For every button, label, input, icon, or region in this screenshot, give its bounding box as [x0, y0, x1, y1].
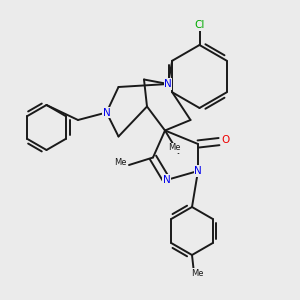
Text: N: N: [164, 79, 172, 89]
Text: Cl: Cl: [194, 20, 205, 31]
Text: O: O: [221, 135, 230, 145]
Text: Me: Me: [168, 143, 180, 152]
Text: Me: Me: [114, 158, 127, 167]
Text: N: N: [103, 107, 110, 118]
Text: N: N: [163, 175, 170, 185]
Text: N: N: [194, 166, 202, 176]
Text: Me: Me: [191, 268, 204, 278]
Text: Cl: Cl: [194, 20, 205, 31]
